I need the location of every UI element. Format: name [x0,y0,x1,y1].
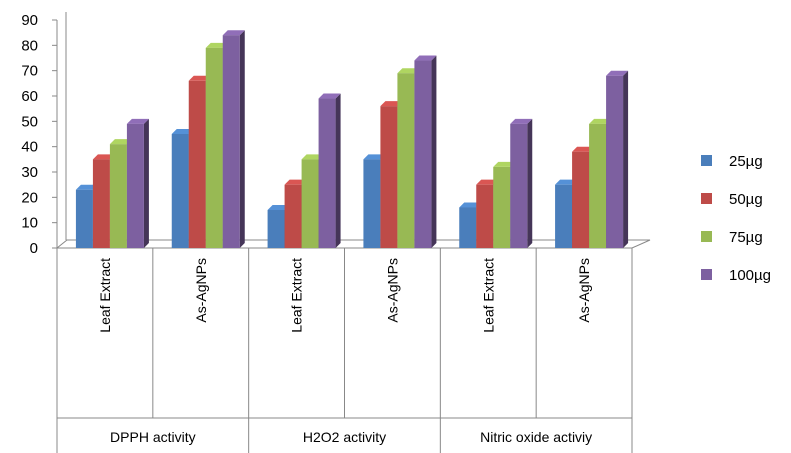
group-labels: DPPH activity H2O2 activity Nitric oxide a… [110,429,592,445]
bar-front [267,210,285,248]
y-tick-label: 50 [21,113,38,130]
bar-top [476,179,499,185]
bar-top [109,139,132,145]
bar-front [126,123,144,248]
bar-top [589,118,612,124]
bar-front [380,106,398,248]
bar-series [75,30,629,249]
bar-front [318,98,336,249]
bar-top [555,179,578,185]
bar-top [606,70,629,76]
y-tick-label: 0 [30,240,38,257]
y-tick-label: 70 [21,63,38,80]
legend-label: 75µg [729,229,763,246]
group-label: H2O2 activity [303,429,386,445]
y-tick-label: 10 [21,215,38,232]
bar [126,118,149,248]
bar-top [92,154,115,160]
bar-front [188,80,206,248]
legend-item: 50µg [701,191,763,208]
bar-top [267,205,290,210]
bar-front [414,60,432,249]
category-label: As-AgNPs [576,258,592,323]
category-label: Leaf Extract [97,258,113,333]
bar-top [572,146,595,152]
bar-top [363,154,386,160]
category-label: As-AgNPs [384,258,400,323]
bar-front [109,144,127,248]
legend-label: 25µg [729,153,763,170]
bar-side [143,118,149,248]
group-label: DPPH activity [110,429,196,445]
bar-front [606,75,624,248]
bar-side [239,30,245,249]
bar-side [623,70,629,248]
legend-item: 100µg [701,267,771,284]
bar-top [318,93,341,99]
legend-swatch [701,269,712,280]
y-axis-ticks: 0 10 20 30 40 50 60 70 80 90 [21,12,57,257]
bar-front [510,123,528,248]
bar-top [171,129,194,134]
bar-front [476,184,494,248]
group-label: Nitric oxide activiy [480,429,592,445]
bar-front [493,166,511,248]
bar-top [126,118,149,124]
bar-side [335,93,341,249]
legend-item: 25µg [701,153,763,170]
category-label: Leaf Extract [480,258,496,333]
bar-top [493,161,516,167]
bar-top [284,179,307,185]
bar-side [431,55,437,249]
bar-top [222,30,245,36]
bar-front [397,73,415,248]
bar-side [527,118,533,248]
bar-front [92,159,110,248]
legend-swatch [701,231,712,242]
bar-top [301,154,324,160]
bar-top [75,184,98,190]
bar [318,93,341,249]
bar [414,55,437,249]
y-tick-label: 40 [21,139,38,156]
category-labels: Leaf Extract As-AgNPs Leaf Extract As-AgNPs… [56,248,633,453]
legend-label: 100µg [729,267,771,284]
y-tick-label: 60 [21,88,38,105]
category-label: As-AgNPs [193,258,209,323]
y-tick-label: 90 [21,12,38,29]
bar-top [380,101,403,107]
legend-label: 50µg [729,191,763,208]
bar-front [572,151,590,248]
bar [222,30,245,249]
bar-top [459,202,482,208]
bar-front [222,35,240,249]
category-label: Leaf Extract [289,258,305,333]
bar-front [301,159,319,248]
bar-top [188,75,211,81]
bar-front [589,123,607,248]
bar-top [397,68,420,74]
y-tick-label: 20 [21,189,38,206]
bar-front [284,184,302,248]
bar-front [459,207,477,248]
bar-front [555,184,573,248]
legend-item: 75µg [701,229,763,246]
bar [606,70,629,248]
bar [510,118,533,248]
bar-top [414,55,437,61]
legend: 25µg 50µg 75µg 100µg [701,153,771,284]
y-tick-label: 30 [21,164,38,181]
bar-front [205,47,223,248]
legend-swatch [701,155,712,166]
bar-front [171,134,189,248]
legend-swatch [701,193,712,204]
bar-top [205,42,228,48]
bar-top [510,118,533,124]
bar-front [363,159,381,248]
y-tick-label: 80 [21,37,38,54]
bar-front [75,189,93,248]
